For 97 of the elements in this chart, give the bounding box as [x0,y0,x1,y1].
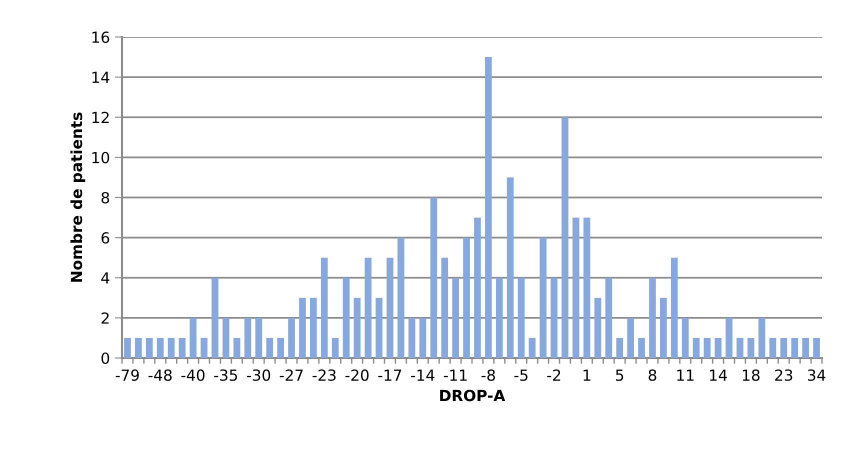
x-tick-label: -20 [345,369,369,381]
x-tick-label: -30 [246,369,270,381]
bar [682,318,689,358]
bar [748,338,754,358]
x-tick-label: 5 [616,370,624,381]
bar [769,338,776,358]
y-tick-label: 2 [102,312,109,324]
bar [540,238,546,358]
bar [736,338,744,358]
bar [364,258,372,358]
bar [299,298,306,358]
bar [452,278,459,358]
bar [572,218,580,358]
bar [376,298,382,358]
bar [178,338,186,358]
bar [506,177,514,358]
y-tick-label: 4 [101,272,110,284]
bar [277,338,284,358]
x-tick-label: 1 [584,370,590,381]
bar [692,338,700,358]
bar [474,218,481,358]
bar [660,298,667,358]
bar [255,318,262,358]
bar [714,338,722,358]
y-axis-title: Nombre de patients [70,112,86,282]
x-axis-title: DROP-A [440,390,506,402]
x-tick-label: -79 [116,369,139,381]
bar [146,338,153,358]
bar [320,258,328,358]
bar [670,258,678,358]
bar [791,338,798,358]
bar [354,298,361,358]
bar [266,338,274,358]
bar [463,238,470,358]
bar [594,298,602,358]
bar [288,318,295,358]
bar [124,338,131,358]
bar [441,258,448,358]
y-tick-label: 8 [102,192,110,204]
bar [813,338,820,358]
bar [649,278,656,358]
bar [562,117,568,358]
x-tick-label: 34 [808,369,826,381]
bar [135,338,142,358]
x-tick-label: -5 [514,370,528,381]
bar [398,238,404,358]
x-tick-label: -27 [280,369,303,381]
bar [156,338,164,358]
bar [485,57,492,358]
x-tick-label: -2 [547,369,560,381]
bar [430,198,438,358]
bar [627,318,634,358]
bar [212,278,218,358]
bar [168,338,175,358]
y-tick-label: 12 [92,112,109,124]
x-tick-label: 8 [648,369,656,381]
bar [550,278,558,358]
bar [332,338,339,358]
x-tick-label: 18 [742,369,760,381]
x-tick-label: 14 [710,370,727,381]
bar [386,258,394,358]
x-tick-label: -48 [148,369,172,381]
x-tick-label: 11 [677,370,694,381]
bar [419,318,426,358]
bar [726,318,732,358]
bar [408,318,416,358]
bar [342,278,350,358]
bar [310,298,317,358]
bar [704,338,711,358]
x-tick-label: -14 [411,370,434,381]
bar [244,318,252,358]
bar [200,338,208,358]
bar [583,218,590,358]
bar [758,318,766,358]
x-tick-label: 23 [775,369,792,381]
bar [638,338,645,358]
y-tick-label: 0 [101,352,110,364]
x-tick-label: -17 [378,370,402,381]
x-tick-label: -11 [444,370,467,381]
bar [222,318,230,358]
y-tick-label: 6 [102,232,110,244]
bar [496,278,503,358]
bar [780,338,788,358]
y-tick-label: 10 [92,152,110,164]
bar [518,278,525,358]
x-tick-label: -8 [482,369,495,381]
y-tick-label: 16 [92,31,110,44]
bar [616,338,624,358]
bar [802,338,809,358]
bar [233,338,240,358]
bar [528,338,536,358]
y-tick-label: 14 [92,72,110,83]
x-tick-label: -35 [214,369,238,381]
bar [605,278,612,358]
x-tick-label: -23 [312,369,336,381]
x-tick-label: -40 [181,369,205,381]
bar [190,318,196,358]
